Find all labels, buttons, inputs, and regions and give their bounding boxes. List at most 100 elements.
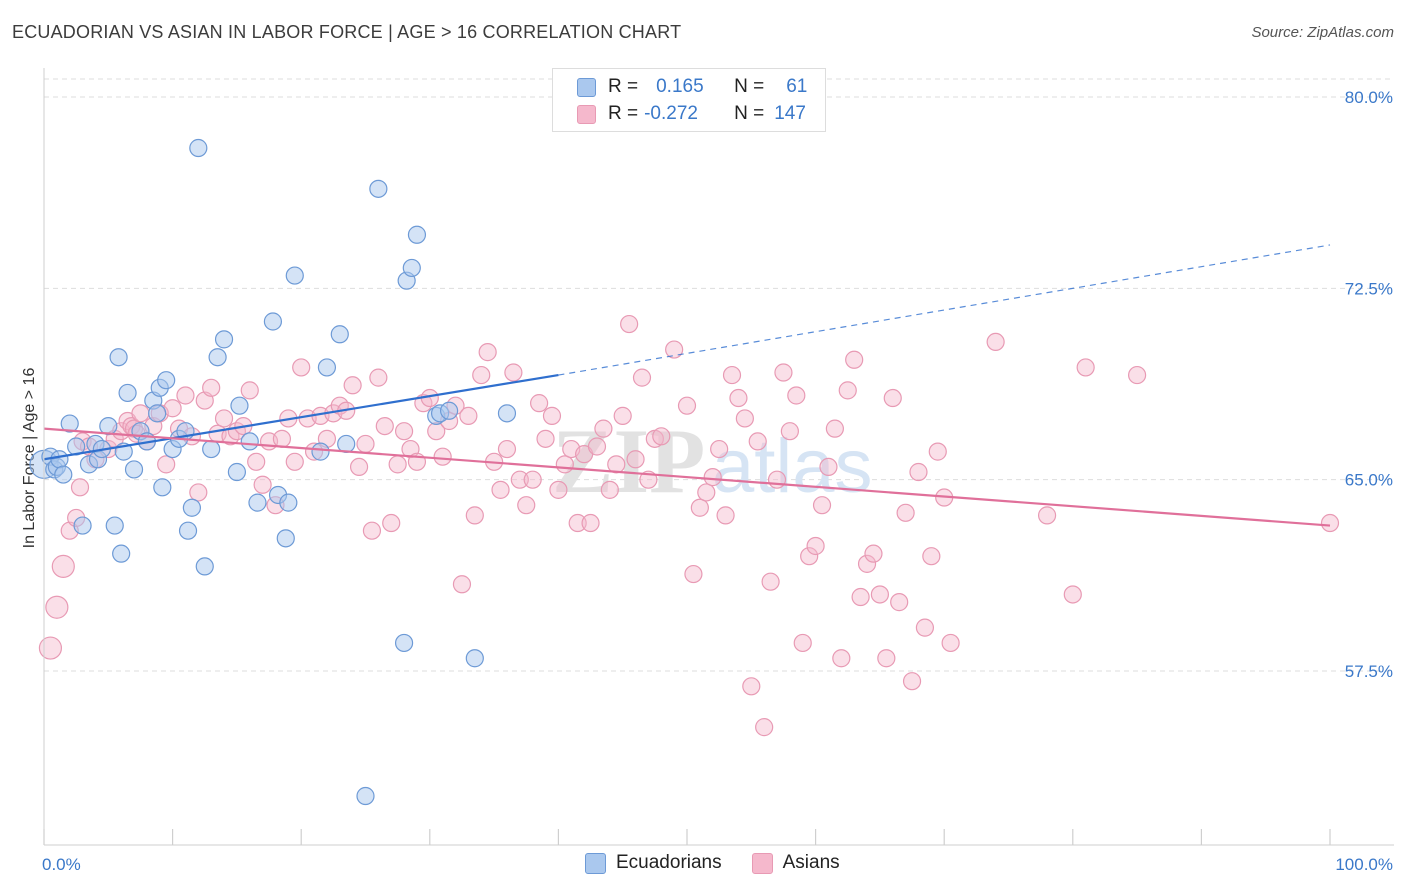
point-asians — [382, 513, 401, 533]
point-asians — [530, 394, 549, 413]
trend-line-ecuadorians — [43, 373, 559, 461]
point-asians — [890, 593, 909, 612]
point-asians — [1063, 585, 1082, 604]
point-asians — [684, 564, 703, 584]
point-ecuadorians — [73, 516, 92, 535]
point-asians — [793, 633, 812, 653]
legend-n-value: 147 — [774, 103, 806, 124]
point-ecuadorians — [263, 312, 283, 331]
point-asians — [542, 406, 562, 425]
legend-swatch-asians — [751, 852, 773, 874]
point-ecuadorians — [50, 450, 69, 469]
legend-item-asians[interactable]: Asians — [751, 852, 840, 874]
point-asians — [755, 718, 774, 737]
point-asians — [735, 409, 754, 428]
axis-layer: 57.5% 65.0% 72.5% 80.0% 0.0% 100.0% — [42, 68, 1394, 874]
point-ecuadorians — [182, 498, 201, 517]
legend-r-label: R = — [608, 103, 639, 124]
point-ecuadorians — [118, 383, 137, 403]
point-asians — [157, 455, 176, 474]
point-ecuadorians — [439, 401, 459, 420]
point-ecuadorians — [227, 462, 246, 482]
point-ecuadorians — [285, 266, 304, 285]
point-asians — [247, 452, 266, 471]
point-ecuadorians — [230, 396, 249, 415]
watermark-atlas: atlas — [712, 424, 873, 509]
point-asians — [742, 677, 761, 696]
legend-r-value: 0.165 — [656, 76, 704, 97]
y-tick-label: 72.5% — [1345, 279, 1393, 298]
point-asians — [375, 416, 394, 436]
point-asians — [800, 547, 819, 566]
point-asians — [870, 585, 890, 604]
legend-n-label: N = — [734, 76, 765, 97]
series-legend: Ecuadorians Asians — [585, 852, 870, 874]
legend-swatch-ecuadorians — [585, 852, 606, 874]
point-asians — [677, 396, 697, 415]
point-ecuadorians — [148, 404, 167, 423]
point-ecuadorians — [54, 465, 73, 484]
point-asians — [394, 422, 414, 441]
chart-title: ECUADORIAN VS ASIAN IN LABOR FORCE | AGE… — [12, 22, 682, 42]
point-asians — [1037, 506, 1057, 525]
point-asians — [491, 480, 510, 499]
point-asians — [497, 439, 517, 459]
point-ecuadorians — [208, 348, 227, 367]
watermark-zip: ZIP — [552, 410, 705, 512]
point-asians — [832, 649, 851, 668]
point-ecuadorians — [369, 179, 388, 198]
point-asians — [472, 365, 491, 385]
point-asians — [1127, 365, 1147, 385]
point-asians — [780, 422, 799, 441]
point-asians — [922, 547, 941, 566]
point-asians — [70, 478, 90, 497]
point-asians — [594, 419, 613, 438]
point-asians — [285, 452, 304, 471]
point-asians — [710, 439, 729, 459]
point-asians — [787, 386, 806, 405]
point-asians — [620, 314, 639, 334]
point-asians — [652, 427, 671, 446]
point-asians — [1320, 513, 1340, 533]
point-asians — [697, 483, 716, 502]
point-asians — [774, 363, 793, 382]
point-ecuadorians — [214, 330, 234, 349]
point-asians — [388, 455, 407, 474]
point-ecuadorians — [195, 557, 214, 576]
point-asians — [883, 388, 902, 408]
point-asians — [902, 672, 922, 691]
point-asians — [549, 480, 568, 499]
point-asians — [1076, 358, 1095, 377]
point-asians — [600, 480, 619, 499]
point-asians — [38, 636, 63, 660]
legend-n-label: N = — [734, 103, 765, 124]
point-asians — [915, 618, 935, 637]
point-ecuadorians — [112, 544, 131, 563]
point-asians — [343, 376, 362, 395]
point-ecuadorians — [109, 348, 128, 367]
point-asians — [626, 450, 645, 469]
point-asians — [857, 554, 877, 573]
y-tick-label: 65.0% — [1345, 471, 1393, 490]
point-ecuadorians — [124, 460, 144, 479]
point-asians — [845, 350, 864, 369]
point-asians — [613, 406, 632, 425]
point-ecuadorians — [105, 516, 124, 535]
point-asians — [240, 381, 259, 400]
point-asians — [568, 513, 587, 533]
point-asians — [864, 544, 883, 563]
legend-swatch-ecuadorians — [577, 77, 596, 97]
point-asians — [478, 343, 497, 362]
point-asians — [504, 363, 523, 382]
point-asians — [349, 457, 369, 477]
point-asians — [202, 378, 221, 397]
point-ecuadorians — [402, 258, 421, 278]
point-asians — [581, 513, 600, 533]
point-asians — [587, 437, 607, 456]
point-asians — [729, 388, 748, 408]
stats-legend: R = 0.165 N = 61 R = -0.272 N = 147 — [552, 68, 826, 132]
point-asians — [825, 419, 844, 438]
legend-item-ecuadorians[interactable]: Ecuadorians — [585, 852, 722, 874]
point-asians — [214, 409, 234, 428]
point-asians — [665, 340, 684, 359]
